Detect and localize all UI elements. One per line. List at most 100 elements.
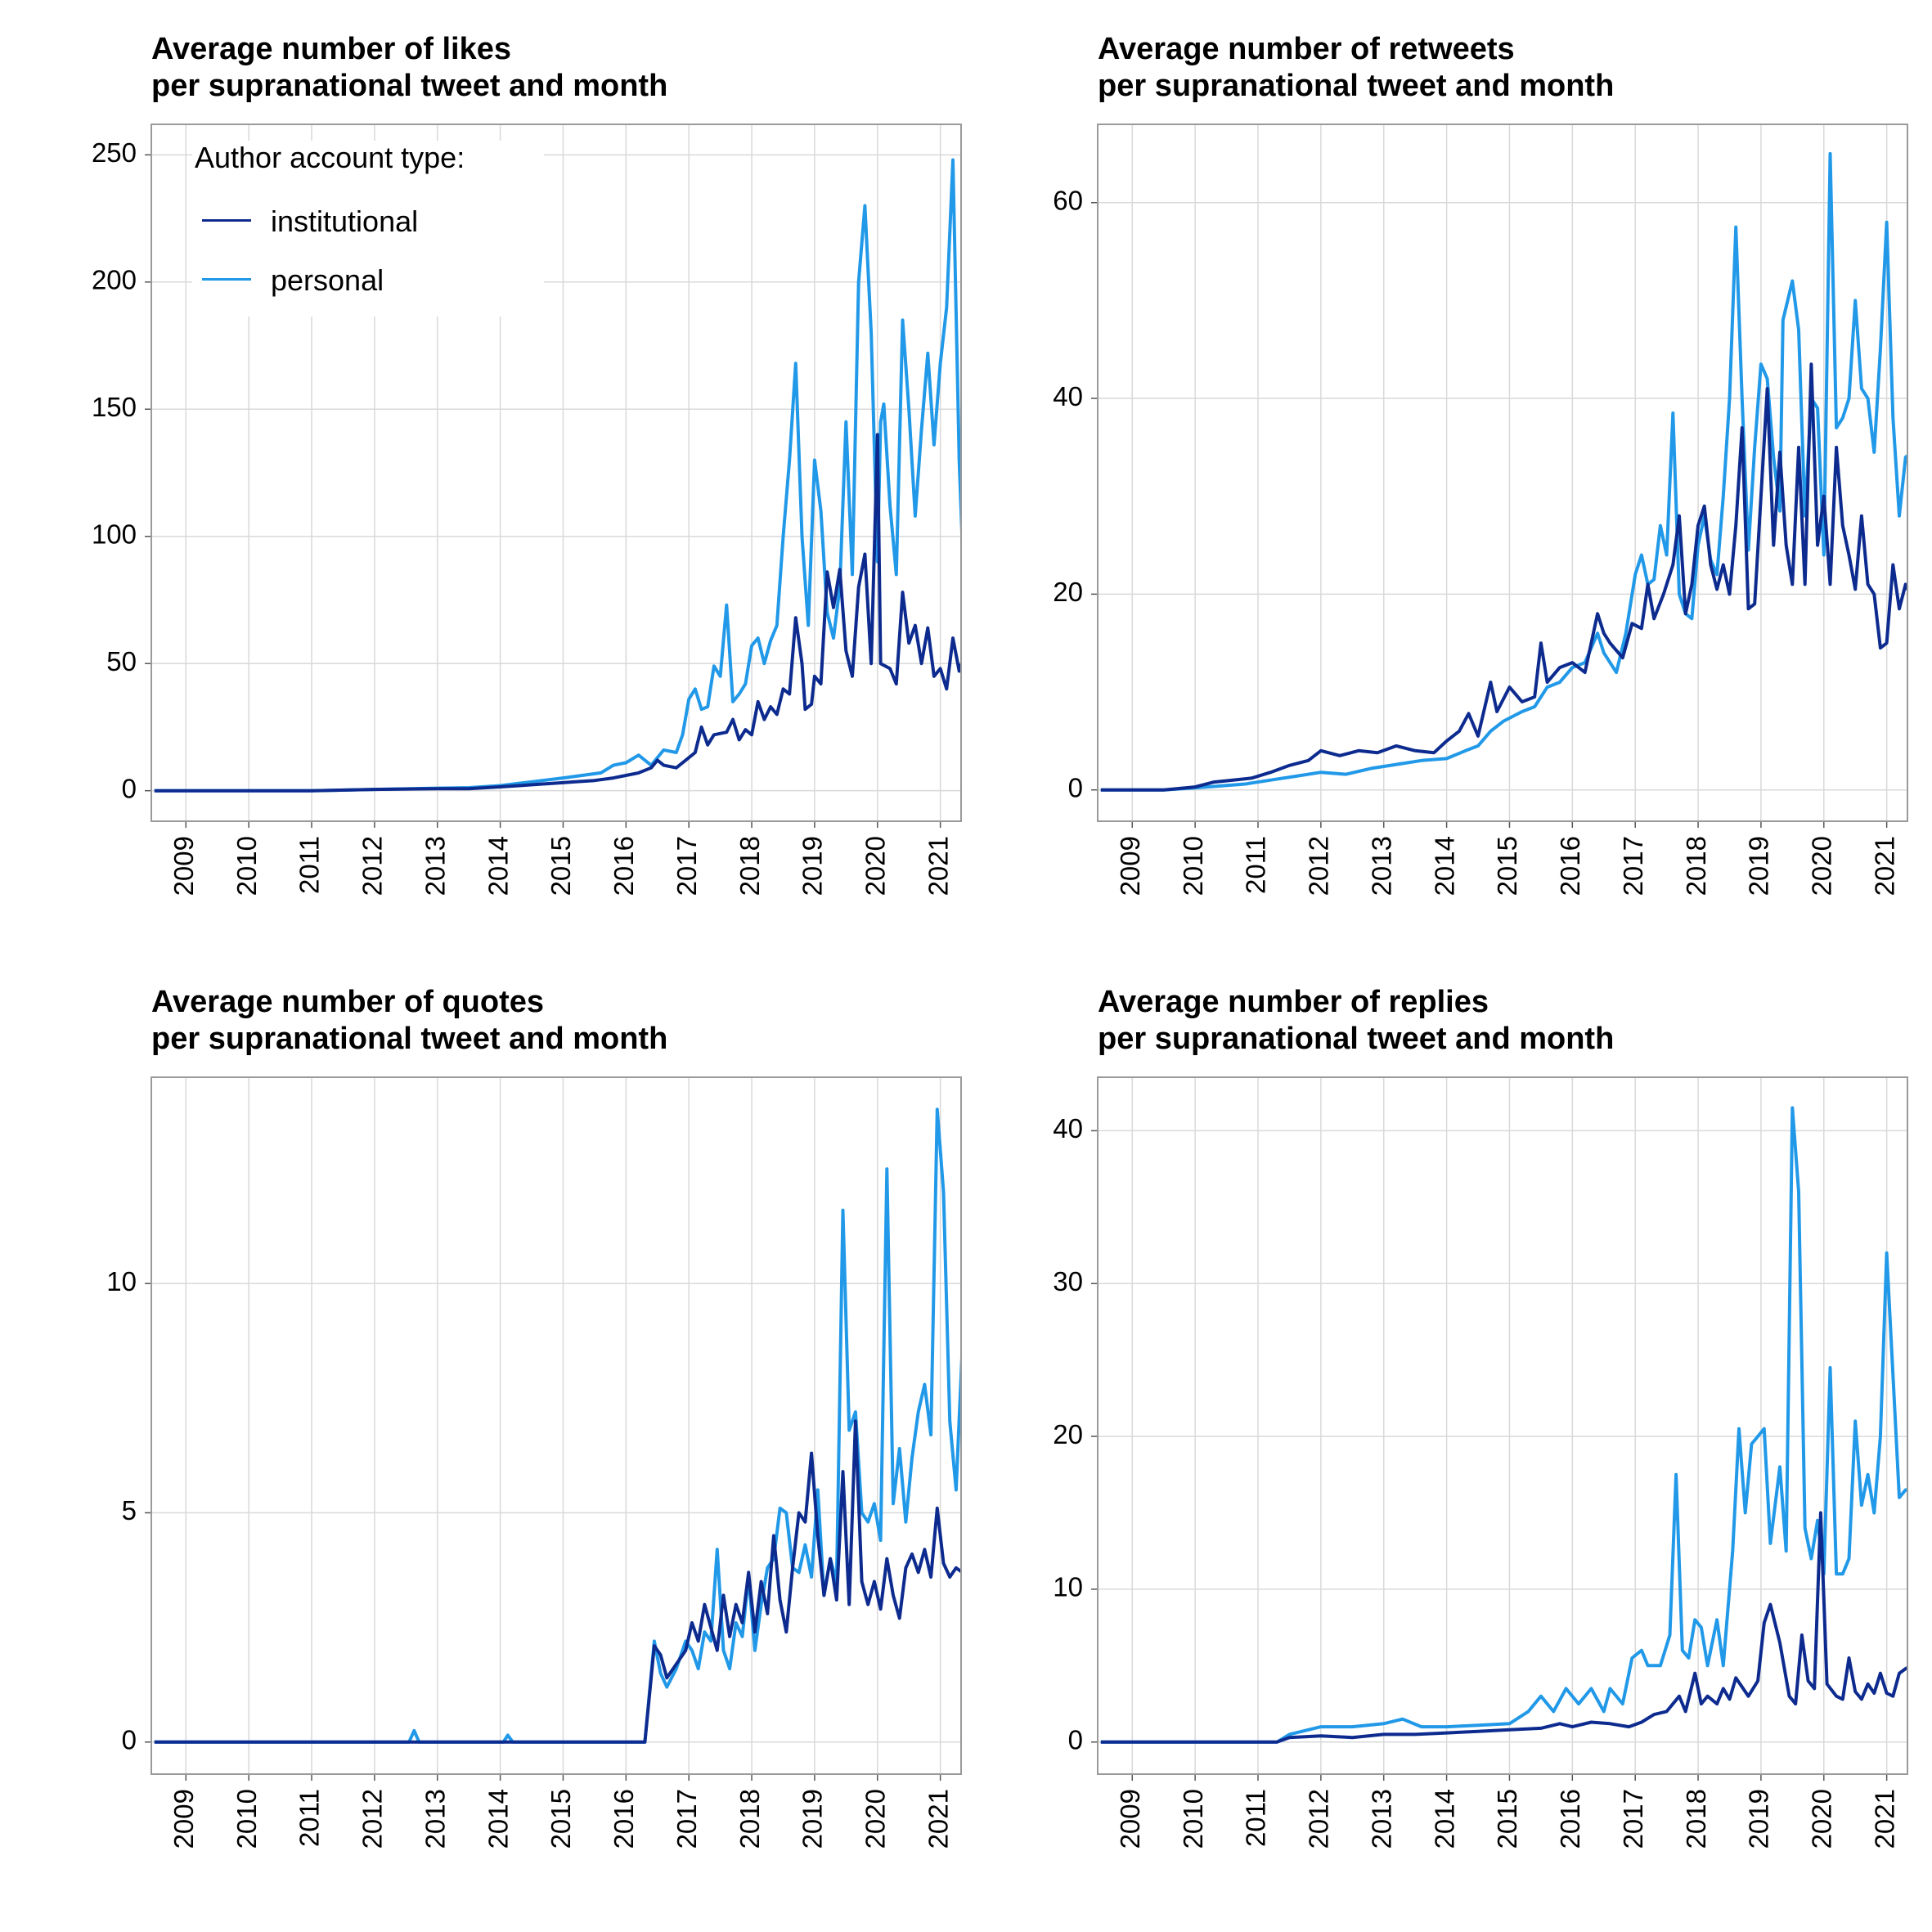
series-line-personal: [1100, 1106, 1907, 1744]
chart-title-line-2: per supranational tweet and month: [151, 69, 668, 103]
chart-panel-likes: Average number of likes per supranationa…: [0, 0, 966, 966]
x-tick-label: 2010: [231, 836, 262, 896]
x-tick-label: 2018: [735, 1789, 765, 1849]
x-tick-label: 2011: [1241, 836, 1271, 894]
y-tick-label: 60: [1053, 185, 1083, 215]
chart-plot: 2009 2010 2011 2012 2013 2014 2015 2016 2017 2018…: [1053, 124, 1908, 896]
x-tick-label: 2017: [1618, 1789, 1648, 1849]
x-tick-label: 2017: [672, 836, 702, 896]
plot-background: [1098, 124, 1907, 821]
y-tick-label: 40: [1053, 381, 1083, 411]
x-tick-label: 2013: [420, 1789, 450, 1849]
chart-title-line-2: per supranational tweet and month: [1098, 69, 1615, 103]
x-tick-label: 2020: [860, 836, 890, 896]
x-tick-label: 2017: [672, 1789, 702, 1849]
chart-panel-quotes: Average number of quotes per supranation…: [0, 953, 966, 1919]
x-tick-label: 2015: [546, 836, 576, 896]
x-tick-label: 2013: [1366, 1789, 1396, 1849]
x-tick-label: 2011: [294, 1789, 325, 1847]
x-tick-label: 2011: [294, 836, 325, 894]
plot-frame: [151, 1076, 962, 1775]
series-line-institutional: [154, 1419, 961, 1744]
chart-title-line-2: per supranational tweet and month: [1098, 1022, 1615, 1056]
x-tick-label: 2020: [860, 1789, 890, 1849]
series-line-institutional: [1100, 362, 1907, 792]
x-tick-label: 2016: [1555, 1789, 1585, 1849]
y-tick-label: 0: [122, 773, 137, 803]
x-tick-label: 2018: [1681, 1789, 1711, 1849]
y-tick-label: 10: [106, 1266, 137, 1296]
series-line-personal: [154, 158, 961, 793]
legend-item-personal: personal: [202, 263, 529, 297]
series-line-institutional: [1100, 1511, 1907, 1744]
x-tick-label: 2021: [1869, 1789, 1899, 1849]
chart-title-line-1: Average number of likes: [151, 32, 511, 66]
x-tick-label: 2010: [1178, 836, 1208, 896]
plot-background: [1098, 1077, 1907, 1774]
y-tick-label: 0: [1068, 772, 1083, 802]
x-tick-label: 2013: [420, 836, 450, 896]
x-tick-label: 2013: [1366, 836, 1396, 896]
x-tick-label: 2021: [1869, 836, 1899, 896]
x-tick-label: 2016: [1555, 836, 1585, 896]
series-line-personal: [1100, 151, 1907, 792]
chart-title-line-2: per supranational tweet and month: [151, 1022, 668, 1056]
x-tick-label: 2010: [231, 1789, 262, 1849]
x-tick-label: 2014: [1429, 1789, 1459, 1849]
x-tick-label: 2021: [923, 836, 953, 896]
y-tick-label: 0: [1068, 1724, 1083, 1755]
legend-key-institutional: [202, 219, 251, 222]
x-tick-label: 2016: [609, 836, 639, 896]
x-tick-label: 2012: [357, 1789, 388, 1849]
chart-title-line-1: Average number of quotes: [151, 985, 545, 1019]
x-tick-label: 2019: [798, 836, 828, 896]
x-tick-label: 2016: [609, 1789, 639, 1849]
y-tick-label: 250: [92, 137, 137, 168]
x-tick-label: 2009: [1115, 1789, 1145, 1849]
x-tick-label: 2015: [1492, 1789, 1522, 1849]
legend-key-personal: [202, 278, 251, 281]
x-tick-label: 2020: [1806, 1789, 1836, 1849]
x-tick-label: 2019: [1744, 836, 1774, 896]
x-tick-label: 2009: [168, 1789, 199, 1849]
y-tick-label: 200: [92, 265, 137, 295]
y-tick-label: 5: [122, 1495, 137, 1525]
x-tick-label: 2017: [1618, 836, 1648, 896]
x-tick-label: 2014: [483, 1789, 513, 1849]
legend: Author account type: institutional perso…: [192, 141, 544, 317]
plot-background: [151, 1077, 961, 1774]
chart-title: Average number of retweets per supranati…: [1098, 31, 1899, 105]
x-tick-label: 2019: [1744, 1789, 1774, 1849]
chart-title: Average number of quotes per supranation…: [151, 984, 953, 1058]
chart-title-line-1: Average number of replies: [1098, 985, 1489, 1019]
chart-plot: 2009 2010 2011 2012 2013 2014 2015 2016 2017 2018…: [1053, 1076, 1908, 1849]
x-tick-label: 2012: [1304, 1789, 1334, 1849]
x-tick-label: 2012: [1304, 836, 1334, 896]
legend-label-institutional: institutional: [271, 204, 419, 238]
chart-panel-retweets: Average number of retweets per supranati…: [946, 0, 1912, 966]
chart-panel-replies: Average number of replies per supranatio…: [946, 953, 1912, 1919]
x-tick-label: 2015: [1492, 836, 1522, 896]
chart-title: Average number of replies per supranatio…: [1098, 984, 1899, 1058]
y-tick-label: 40: [1053, 1113, 1083, 1143]
plot-frame: [1097, 1076, 1908, 1775]
y-tick-label: 30: [1053, 1266, 1083, 1296]
y-tick-label: 10: [1053, 1572, 1083, 1602]
y-tick-label: 100: [92, 519, 137, 549]
y-tick-label: 20: [1053, 577, 1083, 607]
legend-label-personal: personal: [271, 263, 384, 297]
x-tick-label: 2021: [923, 1789, 953, 1849]
chart-title: Average number of likes per supranationa…: [151, 31, 953, 105]
x-tick-label: 2011: [1241, 1789, 1271, 1847]
series-line-institutional: [154, 433, 961, 793]
chart-title-line-1: Average number of retweets: [1098, 32, 1515, 66]
chart-plot: 2009 2010 2011 2012 2013 2014 2015 2016 2017 2018…: [106, 1076, 962, 1849]
x-tick-label: 2014: [1429, 836, 1459, 896]
y-tick-label: 20: [1053, 1419, 1083, 1449]
x-tick-label: 2018: [1681, 836, 1711, 896]
y-tick-label: 150: [92, 392, 137, 422]
plot-frame: [1097, 124, 1908, 822]
y-tick-label: 0: [122, 1724, 137, 1755]
x-tick-label: 2014: [483, 836, 513, 896]
legend-item-institutional: institutional: [202, 204, 529, 238]
